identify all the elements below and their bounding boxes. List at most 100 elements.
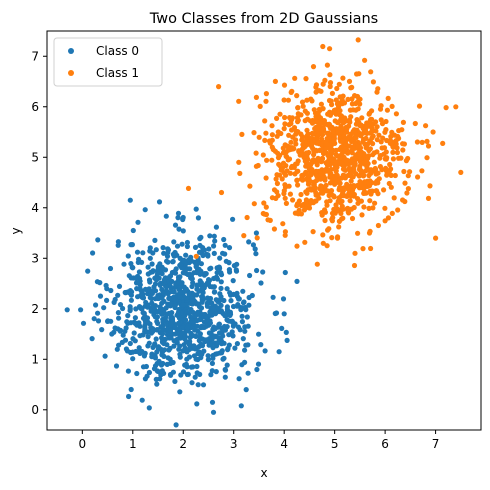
scatter-point — [310, 117, 316, 124]
scatter-point — [374, 149, 380, 155]
scatter-point — [193, 356, 199, 362]
scatter-point — [304, 110, 310, 116]
scatter-point — [341, 100, 348, 106]
scatter-point — [370, 79, 376, 85]
scatter-point — [246, 239, 252, 245]
scatter-point — [177, 351, 183, 357]
scatter-point — [358, 198, 364, 204]
scatter-point — [274, 115, 280, 121]
legend-label-class-0: Class 0 — [96, 44, 139, 58]
scatter-point — [283, 153, 289, 159]
scatter-point — [221, 323, 228, 330]
scatter-point — [153, 288, 159, 294]
scatter-point — [366, 153, 372, 159]
scatter-point — [400, 141, 406, 147]
scatter-point — [302, 239, 308, 245]
scatter-point — [176, 326, 182, 332]
scatter-point — [324, 141, 330, 147]
scatter-point — [274, 180, 280, 187]
scatter-point — [180, 228, 186, 234]
scatter-point — [271, 226, 277, 232]
scatter-point — [331, 206, 337, 212]
scatter-point — [366, 172, 372, 179]
scatter-point — [326, 135, 332, 141]
scatter-point — [382, 129, 388, 135]
scatter-point — [336, 224, 342, 230]
scatter-point — [295, 182, 301, 188]
scatter-point — [125, 313, 131, 319]
scatter-point — [405, 186, 411, 192]
scatter-point — [339, 203, 345, 209]
scatter-point — [221, 297, 227, 304]
scatter-point — [313, 198, 319, 204]
scatter-point — [238, 403, 244, 409]
scatter-point — [183, 252, 189, 258]
scatter-point — [430, 129, 436, 135]
scatter-point — [172, 378, 178, 384]
scatter-point — [243, 342, 249, 348]
scatter-point — [264, 157, 270, 163]
scatter-point — [423, 123, 429, 129]
scatter-point — [171, 338, 177, 344]
scatter-point — [132, 315, 138, 321]
scatter-point — [294, 93, 300, 99]
scatter-point — [338, 113, 344, 119]
scatter-point — [281, 82, 288, 88]
scatter-point — [233, 267, 239, 273]
scatter-point — [128, 386, 134, 393]
scatter-point — [370, 152, 376, 158]
scatter-point — [134, 370, 140, 377]
scatter-point — [337, 108, 343, 114]
scatter-point — [326, 152, 332, 158]
scatter-point — [172, 249, 178, 256]
scatter-point — [117, 302, 124, 308]
scatter-point — [317, 115, 324, 121]
scatter-point — [147, 279, 153, 285]
scatter-point — [333, 147, 339, 153]
scatter-point — [377, 106, 384, 112]
scatter-point — [175, 320, 182, 326]
scatter-point — [340, 215, 346, 221]
scatter-point — [198, 234, 204, 240]
data-points — [64, 37, 464, 428]
scatter-point — [127, 340, 133, 347]
scatter-point — [157, 304, 163, 310]
scatter-point — [195, 282, 201, 288]
scatter-point — [328, 148, 334, 154]
scatter-point — [265, 217, 271, 223]
scatter-point — [385, 215, 391, 221]
scatter-point — [223, 258, 229, 264]
scatter-point — [137, 282, 143, 288]
scatter-point — [159, 352, 165, 358]
scatter-point — [253, 251, 259, 257]
scatter-point — [281, 188, 287, 194]
scatter-point — [128, 320, 134, 326]
scatter-point — [142, 313, 148, 319]
scatter-point — [178, 261, 184, 268]
scatter-point — [370, 205, 376, 211]
scatter-point — [226, 245, 233, 251]
scatter-point — [172, 270, 179, 276]
scatter-point — [159, 271, 165, 277]
scatter-point — [407, 169, 413, 175]
scatter-point — [185, 271, 191, 278]
scatter-point — [213, 297, 219, 303]
scatter-point — [390, 149, 396, 155]
scatter-point — [282, 114, 288, 121]
scatter-point — [101, 305, 107, 311]
scatter-point — [218, 189, 225, 196]
scatter-point — [343, 157, 349, 163]
scatter-point — [237, 170, 243, 176]
scatter-point — [453, 104, 459, 110]
scatter-point — [252, 246, 258, 252]
scatter-point — [210, 352, 216, 359]
scatter-point — [162, 347, 168, 353]
scatter-point — [360, 246, 366, 252]
scatter-point — [175, 210, 182, 216]
scatter-point — [255, 162, 261, 169]
scatter-point — [443, 105, 449, 111]
scatter-point — [161, 250, 167, 256]
scatter-point — [236, 296, 242, 302]
scatter-point — [149, 354, 155, 360]
scatter-point — [374, 89, 380, 95]
